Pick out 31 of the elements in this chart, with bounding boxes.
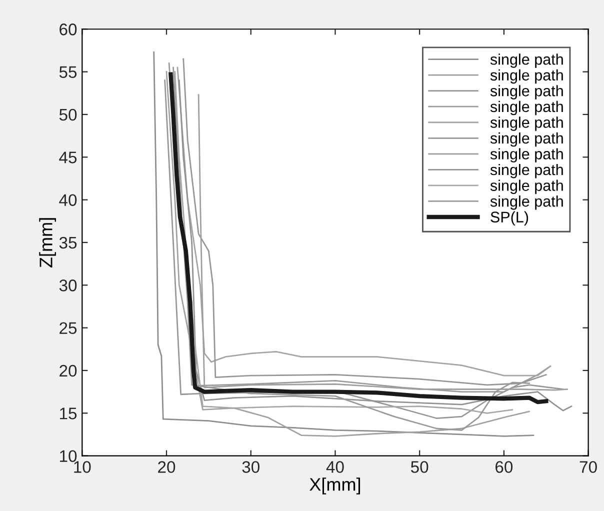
legend-label: single path	[490, 69, 563, 84]
legend-label: single path	[490, 195, 563, 210]
y-tick-label: 20	[60, 364, 77, 377]
x-tick-label: 30	[242, 461, 260, 473]
y-tick-label: 35	[59, 236, 77, 249]
x-tick-label: 60	[496, 461, 513, 473]
y-axis-title: Z[mm]	[39, 218, 56, 268]
legend-label: SP(L)	[490, 211, 528, 226]
y-tick-label: 45	[59, 152, 77, 164]
y-tick-label: 30	[59, 280, 77, 292]
x-tick-label: 50	[410, 461, 428, 473]
y-tick-label: 55	[59, 66, 77, 78]
legend-label: single path	[490, 132, 563, 147]
legend-label: single path	[490, 100, 563, 116]
legend-label: single path	[490, 180, 563, 194]
y-tick-label: 50	[59, 108, 77, 121]
legend-label: single path	[490, 164, 563, 178]
x-tick-label: 40	[326, 461, 344, 473]
x-axis-title: X[mm]	[310, 478, 360, 494]
y-tick-label: 15	[60, 408, 77, 420]
x-tick-label: 20	[158, 461, 176, 473]
x-tick-label: 10	[74, 461, 91, 473]
x-tick-label: 70	[580, 461, 597, 473]
y-tick-label: 25	[60, 322, 77, 334]
y-tick-label: 10	[60, 450, 77, 462]
y-tick-label: 60	[60, 24, 77, 36]
legend-label: single path	[490, 148, 563, 162]
y-tick-label: 40	[59, 194, 77, 206]
legend-label: single path	[490, 85, 563, 100]
legend-label: single path	[490, 116, 563, 131]
legend-label: single path	[490, 54, 563, 68]
